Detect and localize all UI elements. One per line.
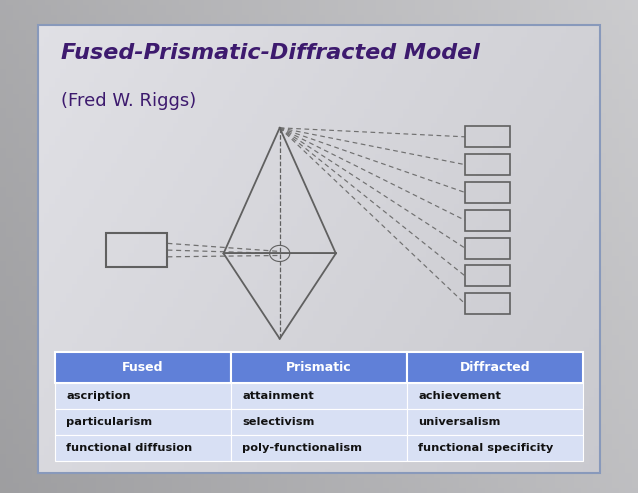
Bar <box>55 383 231 409</box>
Text: poly-functionalism: poly-functionalism <box>242 443 362 453</box>
Text: Fused: Fused <box>122 361 164 374</box>
Text: Diffracted: Diffracted <box>459 361 530 374</box>
Bar <box>465 154 510 175</box>
Bar <box>407 352 583 383</box>
Text: attainment: attainment <box>242 390 314 401</box>
Bar <box>465 238 510 259</box>
Text: functional diffusion: functional diffusion <box>66 443 193 453</box>
Text: ascription: ascription <box>66 390 131 401</box>
Bar <box>106 233 167 267</box>
Bar <box>55 409 231 435</box>
Bar <box>407 383 583 409</box>
Bar <box>465 182 510 203</box>
Text: Prismatic: Prismatic <box>286 361 352 374</box>
Bar <box>231 352 407 383</box>
Bar <box>55 352 231 383</box>
Bar <box>465 265 510 286</box>
Text: functional specificity: functional specificity <box>418 443 553 453</box>
Bar <box>465 126 510 147</box>
Text: particularism: particularism <box>66 417 152 426</box>
Bar <box>407 435 583 461</box>
Bar <box>407 409 583 435</box>
Bar <box>465 293 510 314</box>
Text: achievement: achievement <box>418 390 501 401</box>
Bar <box>231 409 407 435</box>
Bar <box>465 210 510 231</box>
Text: selectivism: selectivism <box>242 417 315 426</box>
Text: (Fred W. Riggs): (Fred W. Riggs) <box>61 92 196 110</box>
Text: universalism: universalism <box>418 417 501 426</box>
Text: Fused-Prismatic-Diffracted Model: Fused-Prismatic-Diffracted Model <box>61 42 480 63</box>
Bar <box>231 383 407 409</box>
Bar <box>55 435 231 461</box>
Bar <box>231 435 407 461</box>
